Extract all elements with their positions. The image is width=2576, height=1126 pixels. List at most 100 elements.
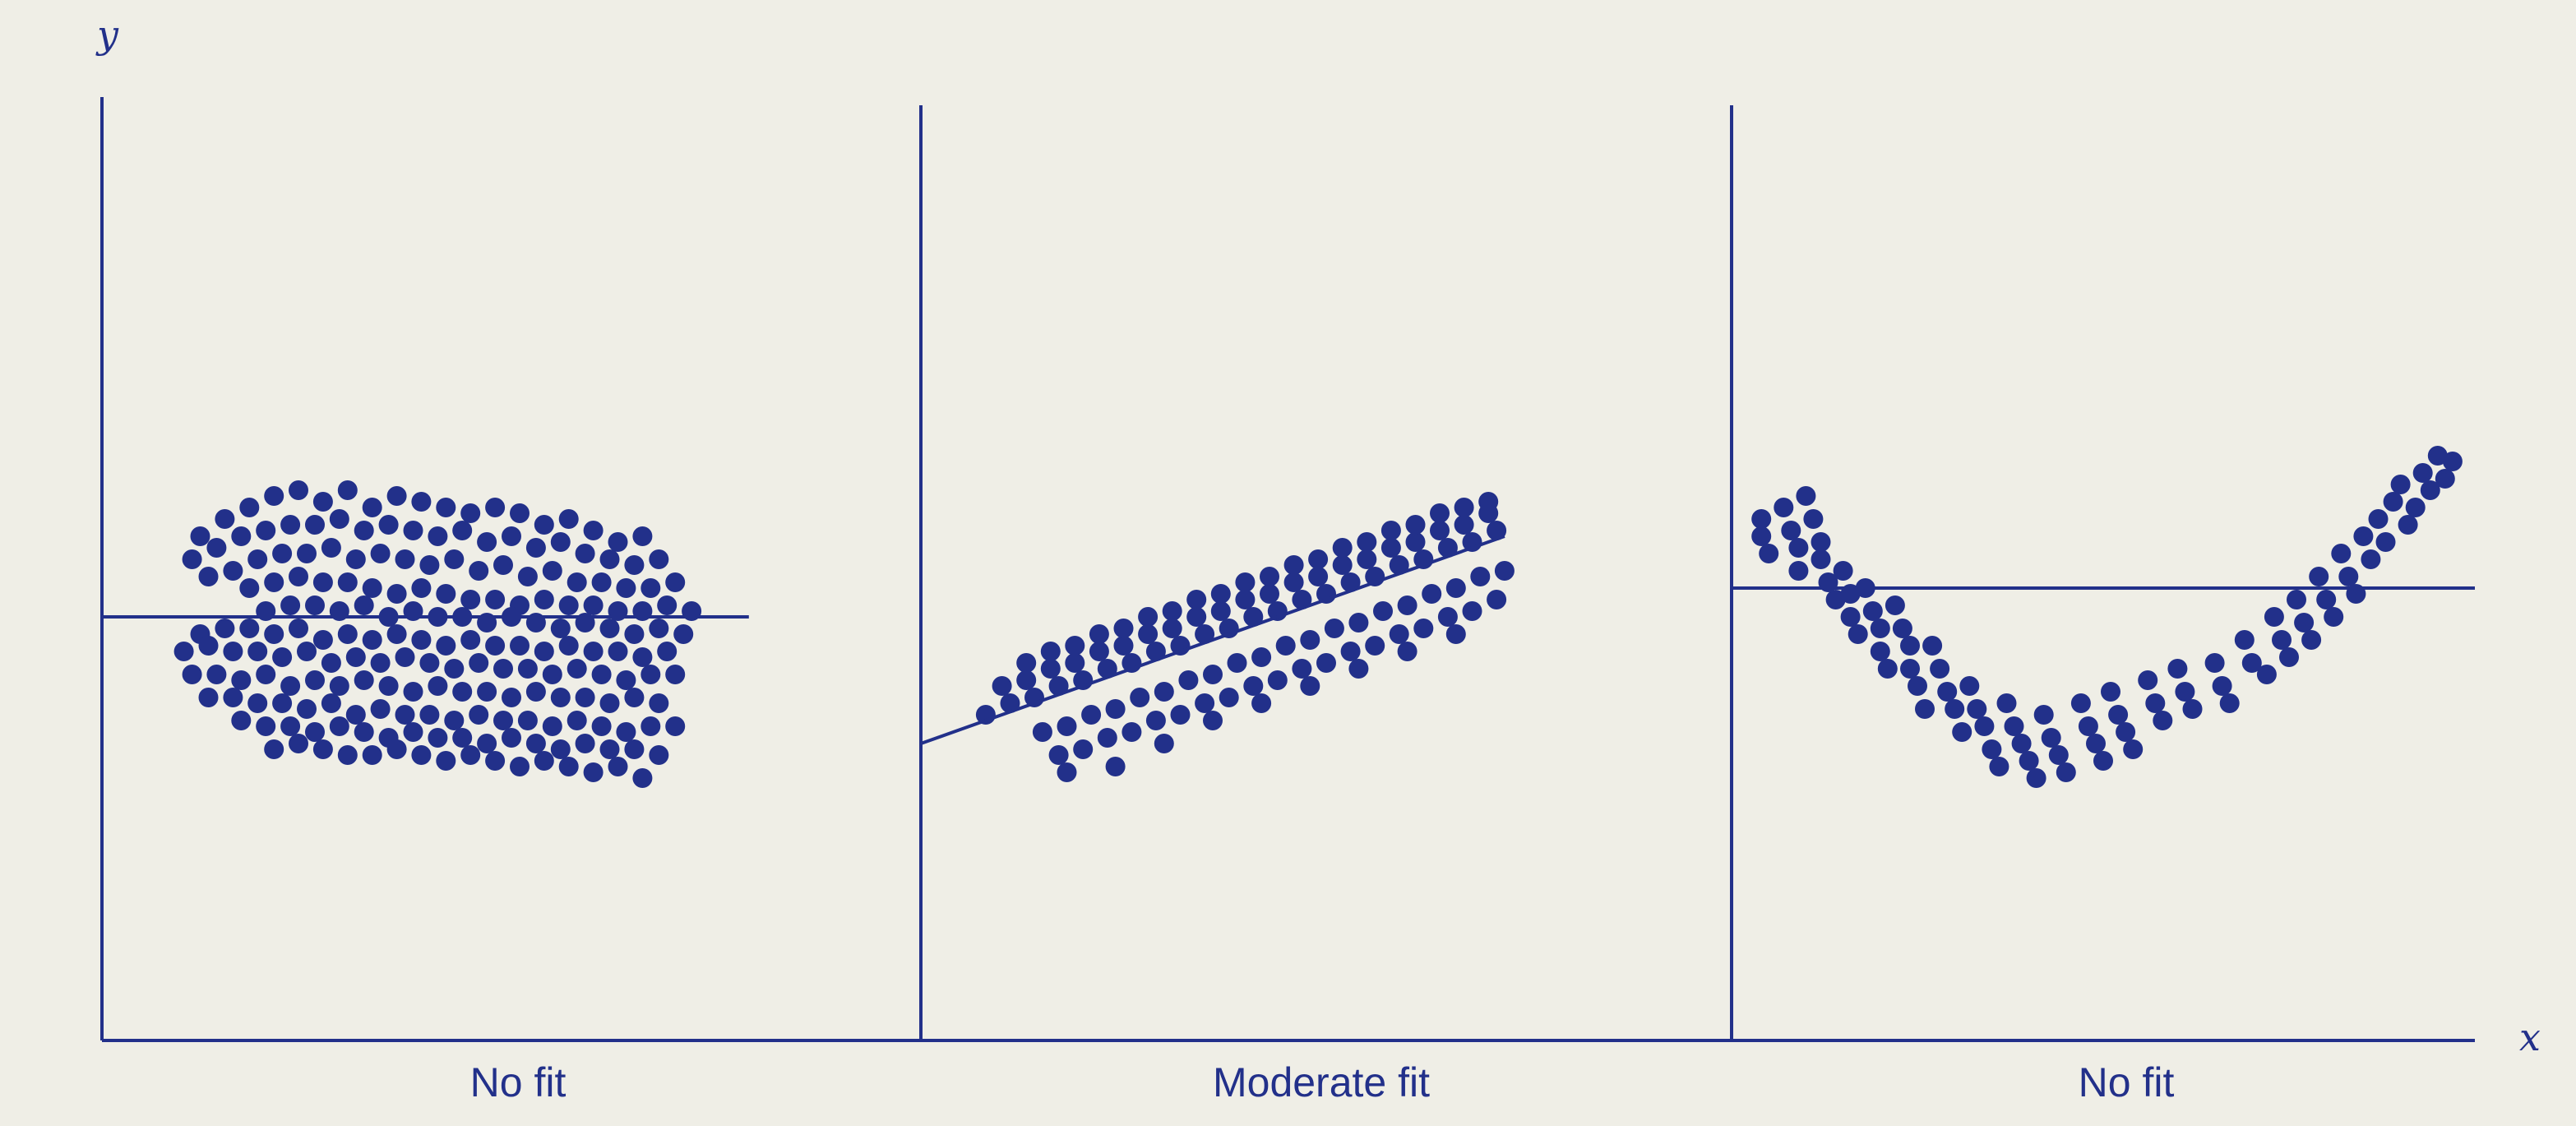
scatter-point — [1292, 590, 1312, 609]
scatter-point — [403, 682, 423, 702]
scatter-point — [206, 538, 227, 558]
scatter-point — [1774, 498, 1794, 517]
scatter-point — [469, 561, 489, 581]
axes-layer: y x — [95, 12, 2541, 1059]
scatter-point — [239, 578, 260, 598]
scatter-point — [1048, 745, 1069, 765]
scatter-point — [395, 705, 415, 725]
scatter-point — [1445, 624, 1466, 644]
scatter-point — [419, 653, 440, 673]
scatter-point — [1365, 636, 1385, 656]
scatter-point — [231, 526, 252, 546]
scatter-point — [649, 549, 669, 569]
scatter-point — [2056, 762, 2076, 782]
scatter-point — [1340, 572, 1361, 592]
scatter-point — [1316, 653, 1336, 673]
scatter-point — [297, 642, 317, 661]
scatter-point — [173, 642, 194, 661]
scatter-point — [1430, 503, 1450, 523]
scatter-point — [1788, 561, 1809, 581]
scatter-point — [624, 739, 645, 759]
scatter-point — [305, 515, 325, 535]
scatter-point — [1405, 515, 1426, 535]
scatter-point — [591, 665, 612, 684]
scatter-point — [1227, 653, 1247, 673]
scatter-point — [345, 549, 366, 569]
scatter-point — [256, 665, 276, 684]
scatter-point — [1348, 613, 1369, 633]
fit-line — [920, 535, 1505, 745]
scatter-point — [362, 578, 382, 598]
scatter-point — [378, 515, 399, 535]
scatter-point — [673, 624, 694, 644]
scatter-point — [2324, 607, 2344, 627]
scatter-point — [493, 659, 513, 679]
scatter-point — [2353, 526, 2374, 546]
scatter-point — [1397, 595, 1417, 615]
scatter-point — [386, 624, 407, 644]
scatter-point — [1105, 699, 1126, 719]
scatter-point — [272, 544, 293, 563]
scatter-point — [1825, 590, 1846, 609]
scatter-point — [649, 693, 669, 713]
scatter-point — [469, 653, 489, 673]
scatter-point — [2412, 463, 2433, 483]
scatter-point — [1308, 549, 1329, 569]
scatter-point — [411, 492, 432, 512]
scatter-point — [2108, 705, 2129, 725]
scatter-point — [2138, 670, 2158, 690]
scatter-point — [223, 561, 243, 581]
scatter-point — [2234, 630, 2255, 650]
scatter-point — [591, 716, 612, 736]
scatter-point — [1445, 578, 1466, 598]
scatter-point — [550, 739, 571, 759]
scatter-point — [436, 636, 456, 656]
scatter-point — [493, 711, 513, 730]
scatter-point — [1210, 601, 1231, 621]
scatter-point — [542, 665, 562, 684]
scatter-point — [419, 555, 440, 575]
scatter-point — [452, 728, 473, 748]
scatter-point — [2331, 544, 2352, 563]
scatter-point — [312, 492, 333, 512]
scatter-point — [395, 647, 415, 667]
scatter-point — [1982, 739, 2002, 759]
scatter-point — [599, 693, 620, 713]
scatter-point — [1930, 659, 1950, 679]
scatter-point — [289, 619, 308, 638]
scatter-point — [256, 521, 276, 540]
scatter-point — [1494, 561, 1515, 581]
scatter-point — [624, 555, 645, 575]
scatter-point — [1243, 607, 1264, 627]
scatter-point — [502, 688, 521, 707]
scatter-point — [1178, 670, 1199, 690]
scatter-point — [2264, 607, 2284, 627]
scatter-point — [2153, 711, 2173, 730]
scatter-point — [1235, 590, 1256, 609]
scatter-point — [1195, 624, 1215, 644]
scatter-point — [1487, 521, 1507, 540]
scatter-point — [1130, 688, 1150, 707]
scatter-point — [264, 486, 284, 506]
scatter-point — [1065, 636, 1085, 656]
scatter-point — [477, 682, 497, 702]
scatter-point — [436, 498, 456, 517]
scatter-point — [444, 549, 465, 569]
scatter-point — [362, 498, 382, 517]
scatter-point — [1145, 711, 1166, 730]
scatter-point — [1292, 659, 1312, 679]
scatter-point — [2086, 734, 2106, 753]
scatter-point — [1283, 572, 1304, 592]
scatter-point — [542, 716, 562, 736]
scatter-point — [1413, 619, 1434, 638]
scatter-point — [2287, 590, 2306, 609]
scatter-point — [354, 722, 374, 742]
scatter-point — [362, 630, 382, 650]
scatter-point — [525, 734, 546, 753]
scatter-point — [2390, 475, 2411, 494]
scatter-point — [1430, 521, 1450, 540]
scatter-point — [2272, 630, 2292, 650]
scatter-point — [289, 567, 308, 586]
scatter-point — [223, 688, 243, 707]
captions-layer: No fit Moderate fit No fit — [470, 1059, 2175, 1105]
